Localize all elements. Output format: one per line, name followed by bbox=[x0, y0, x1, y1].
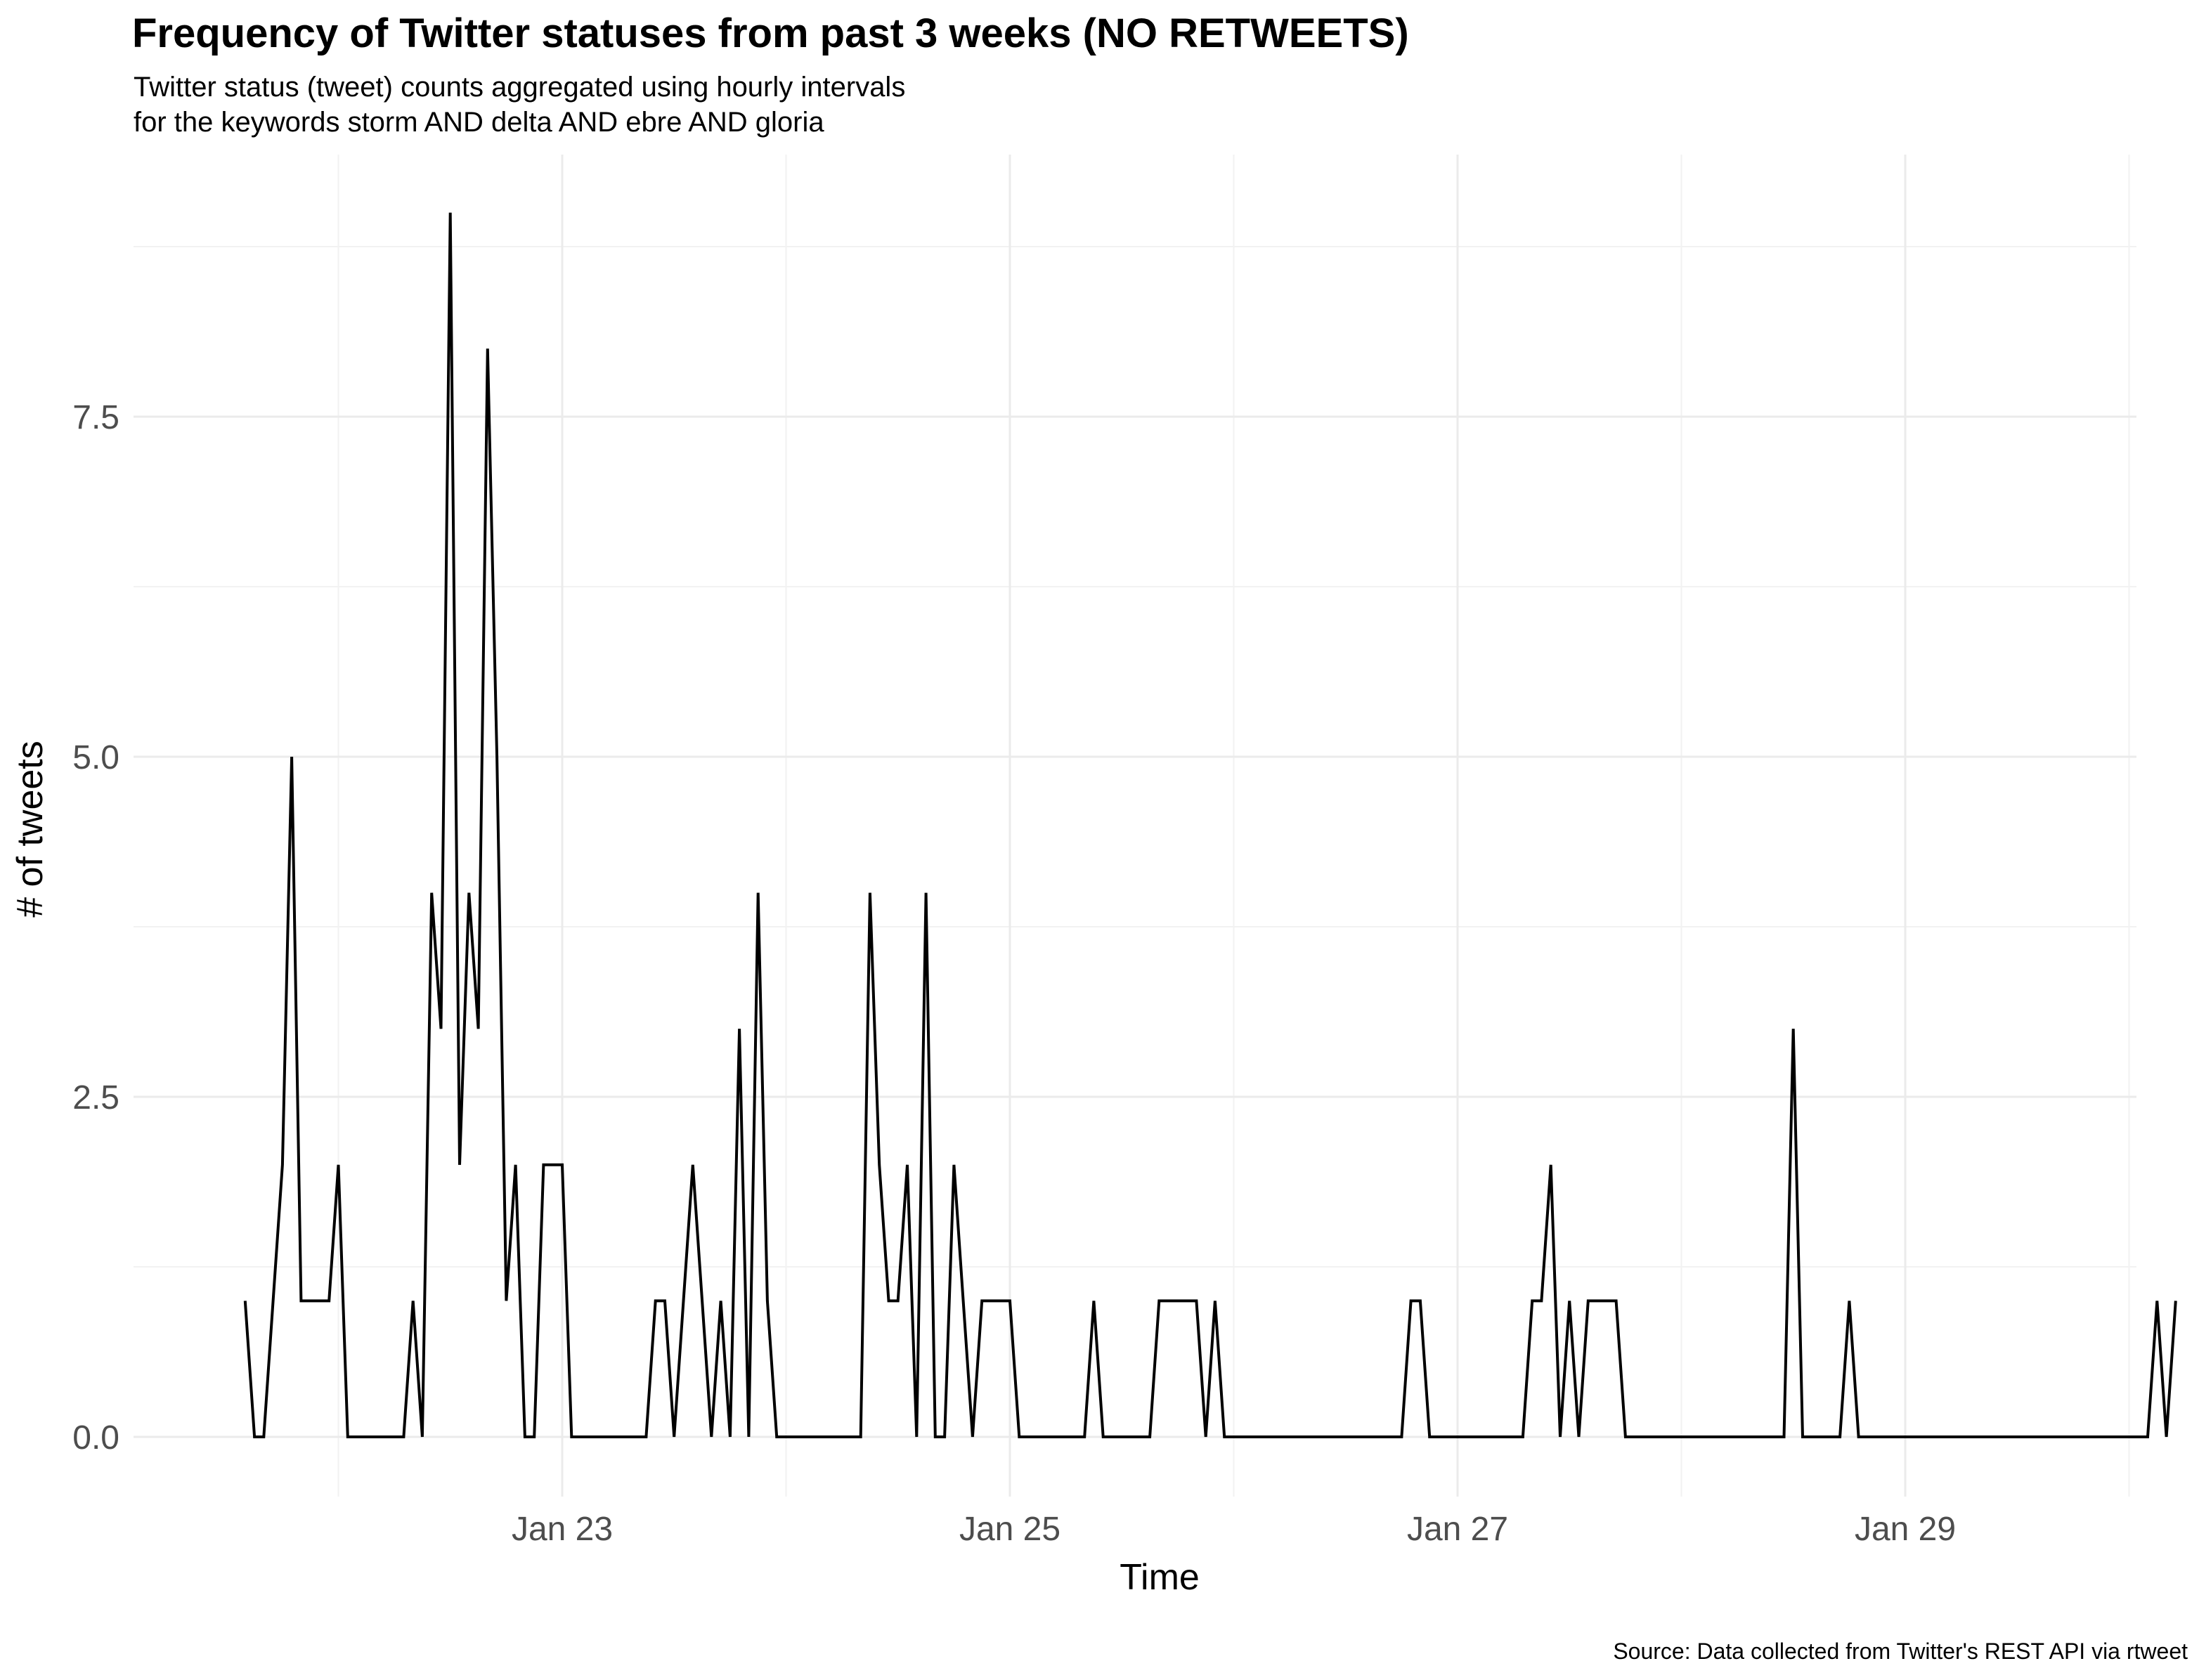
chart-title: Frequency of Twitter statuses from past … bbox=[132, 11, 1409, 56]
x-axis-tick-labels: Jan 23 Jan 25 Jan 27 Jan 29 bbox=[512, 1511, 1956, 1548]
major-gridlines bbox=[134, 155, 2136, 1497]
x-tick-label: Jan 29 bbox=[1855, 1511, 1956, 1548]
series-line bbox=[243, 212, 2177, 1438]
chart-subtitle-line-2: for the keywords storm AND delta AND ebr… bbox=[134, 107, 824, 138]
minor-gridlines bbox=[134, 155, 2136, 1497]
y-tick-label: 2.5 bbox=[72, 1079, 119, 1116]
y-axis-tick-labels: 0.0 2.5 5.0 7.5 bbox=[72, 399, 119, 1457]
y-tick-label: 0.0 bbox=[72, 1419, 119, 1457]
x-tick-label: Jan 23 bbox=[512, 1511, 613, 1548]
series-layer bbox=[243, 212, 2177, 1438]
y-axis-label: # of tweets bbox=[10, 741, 51, 917]
x-tick-label: Jan 27 bbox=[1407, 1511, 1508, 1548]
chart-subtitle-line-1: Twitter status (tweet) counts aggregated… bbox=[134, 72, 906, 103]
chart-caption: Source: Data collected from Twitter's RE… bbox=[1613, 1639, 2188, 1664]
x-tick-label: Jan 25 bbox=[959, 1511, 1060, 1548]
x-axis-label: Time bbox=[1120, 1557, 1200, 1598]
y-tick-label: 7.5 bbox=[72, 399, 119, 436]
y-tick-label: 5.0 bbox=[72, 739, 119, 776]
